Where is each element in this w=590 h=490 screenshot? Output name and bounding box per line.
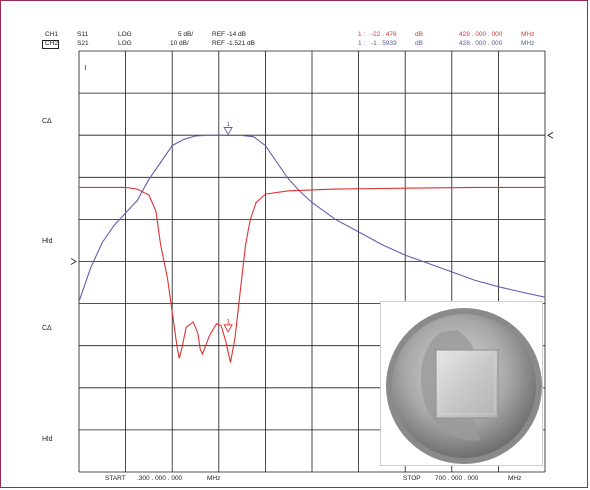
marker-s11 <box>223 324 233 333</box>
chip-inner-icon <box>438 353 496 415</box>
stop-unit: MHz <box>508 475 522 482</box>
chip-icon <box>435 349 499 419</box>
start-value: .300 . 000 . 000 <box>137 475 183 482</box>
marker-ch2-unit: dB <box>415 40 423 47</box>
ch2-format: LOG <box>118 40 132 47</box>
ch1-label: CH1 <box>45 31 59 38</box>
start-unit: MHz <box>207 475 221 482</box>
ch2-ref: REF -1.521 dB <box>212 40 255 47</box>
side-label-hld-1: Hld <box>42 238 53 245</box>
side-label-hld-2: Hld <box>42 436 53 443</box>
side-label-cdelta-2: CΔ <box>42 325 52 332</box>
marker-ch1-unit: dB <box>415 31 423 38</box>
device-photo <box>380 301 543 466</box>
marker-ch1-id: 1 : <box>358 31 366 38</box>
ch1-ref: REF -14 dB <box>212 31 246 38</box>
marker-ch1-freq-unit: MHz <box>521 31 535 38</box>
ch2-active-box <box>42 40 59 49</box>
stop-label: STOP <box>403 475 421 482</box>
stop-value: 700 . 000 . 000 <box>435 475 479 482</box>
marker-ch2-freq: 428 . 000 . 000 <box>459 40 503 47</box>
ch1-param: S11 <box>77 31 89 38</box>
ref-pointer-right <box>547 131 554 139</box>
ch2-label: CH2 <box>45 40 59 47</box>
ch2-param: S21 <box>77 40 89 47</box>
ref-pointer-left <box>70 258 77 265</box>
top-left-glyph: ≀ <box>84 63 87 72</box>
marker-ch1-value: -22 . 476 <box>371 31 397 38</box>
marker-ch1-freq: 428 . 000 . 000 <box>459 31 503 38</box>
marker-s21 <box>223 127 233 136</box>
s11-trace-line <box>79 186 545 363</box>
marker-ch2-freq-unit: MHz <box>521 40 535 47</box>
marker-s11-label: 1 <box>227 318 231 325</box>
marker-ch2-id: 1 : <box>358 40 366 47</box>
ch1-format: LOG <box>118 31 132 38</box>
side-label-cdelta-1: CΔ <box>42 118 52 125</box>
ch2-scale: 10 dB/ <box>170 40 189 47</box>
marker-ch2-value: -1 . 5939 <box>371 40 397 47</box>
marker-s21-label: 1 <box>227 121 231 128</box>
s21-trace-line <box>78 134 546 302</box>
start-label: START <box>105 475 126 482</box>
ch1-scale: 5 dB/ <box>178 31 194 38</box>
